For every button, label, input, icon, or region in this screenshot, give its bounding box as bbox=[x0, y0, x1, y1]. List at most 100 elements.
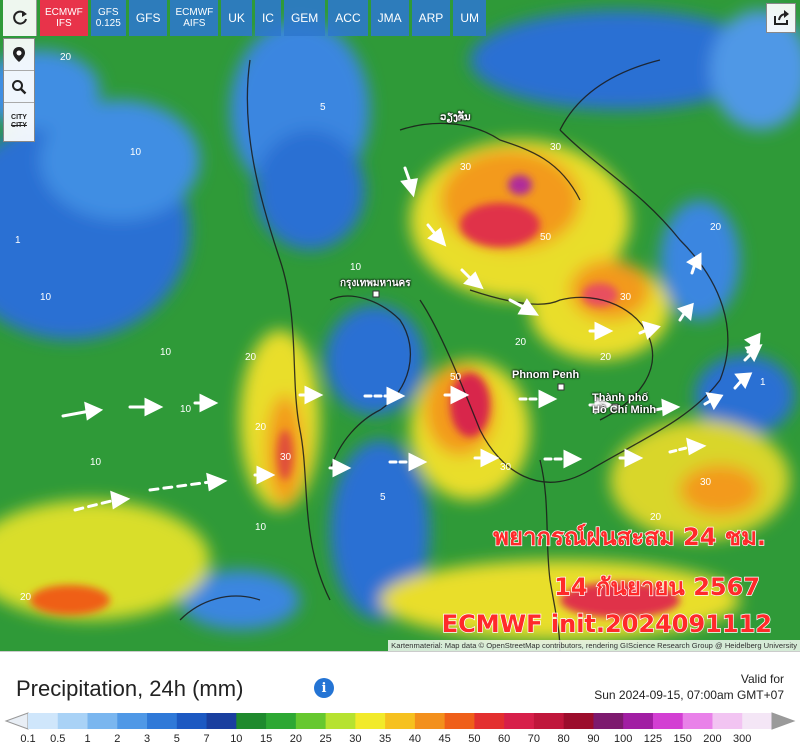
svg-text:30: 30 bbox=[550, 142, 562, 153]
scale-swatch bbox=[414, 713, 446, 729]
scale-swatch bbox=[712, 713, 743, 729]
model-selector-bar: ECMWF IFS GFS 0.125 GFS ECMWF AIFS UK IC… bbox=[0, 0, 486, 36]
scale-swatch bbox=[355, 713, 386, 729]
svg-text:10: 10 bbox=[40, 292, 52, 303]
scale-label: 10 bbox=[230, 733, 243, 745]
scale-label: 0.1 bbox=[20, 733, 36, 745]
svg-text:30: 30 bbox=[280, 452, 292, 463]
svg-text:20: 20 bbox=[60, 52, 72, 63]
model-sublabel: 0.125 bbox=[95, 18, 121, 29]
city-label-strike: CITY bbox=[11, 122, 27, 129]
scale-swatch bbox=[593, 713, 624, 729]
scale-label: 100 bbox=[614, 733, 633, 745]
svg-text:20: 20 bbox=[245, 352, 257, 363]
svg-text:20: 20 bbox=[650, 512, 662, 523]
model-button-acc[interactable]: ACC bbox=[328, 0, 368, 36]
model-button-arp[interactable]: ARP bbox=[411, 0, 451, 36]
scale-swatch bbox=[28, 713, 59, 729]
svg-text:10: 10 bbox=[350, 262, 362, 273]
color-scale-labels: 0.1 0.5 1 2 3 5 7 10 15 20 25 30 35 40 45 50 60 70 80 90 100… bbox=[0, 733, 800, 749]
svg-text:10: 10 bbox=[180, 404, 192, 415]
scale-end-high bbox=[771, 712, 796, 730]
svg-text:10: 10 bbox=[90, 457, 102, 468]
model-label: ECMWF bbox=[175, 7, 214, 18]
scale-label: 0.5 bbox=[50, 733, 66, 745]
svg-text:10: 10 bbox=[255, 522, 267, 533]
scale-swatch bbox=[474, 713, 505, 729]
scale-label: 90 bbox=[587, 733, 600, 745]
refresh-button[interactable] bbox=[3, 0, 37, 36]
place-label-phnom-penh: Phnom Penh bbox=[512, 369, 580, 381]
scale-swatch bbox=[563, 713, 594, 729]
model-button-jma[interactable]: JMA bbox=[370, 0, 409, 36]
scale-label: 60 bbox=[498, 733, 511, 745]
city-label: CITY bbox=[11, 114, 27, 121]
scale-swatch bbox=[444, 713, 475, 729]
city-labels-toggle[interactable]: CITY CITY bbox=[4, 103, 34, 141]
scale-label: 1 bbox=[84, 733, 91, 745]
scale-end-low bbox=[4, 712, 29, 730]
model-button-uk[interactable]: UK bbox=[221, 0, 252, 36]
info-icon[interactable]: i bbox=[314, 678, 334, 698]
svg-text:1: 1 bbox=[760, 377, 766, 388]
svg-text:5: 5 bbox=[320, 102, 326, 113]
model-sublabel: AIFS bbox=[183, 18, 206, 29]
scale-swatch bbox=[266, 713, 297, 729]
model-button-gem[interactable]: GEM bbox=[283, 0, 326, 36]
scale-swatch bbox=[295, 713, 327, 729]
scale-swatch bbox=[206, 713, 237, 729]
scale-label: 80 bbox=[557, 733, 570, 745]
scale-label: 5 bbox=[173, 733, 180, 745]
forecast-overlay-date: 14 กันยายน 2567 bbox=[553, 572, 760, 601]
scale-label: 150 bbox=[673, 733, 692, 745]
scale-label: 7 bbox=[203, 733, 210, 745]
svg-text:20: 20 bbox=[20, 592, 32, 603]
color-scale-bar bbox=[4, 712, 796, 730]
model-label: ECMWF bbox=[45, 7, 83, 18]
model-button-gfs-0125[interactable]: GFS 0.125 bbox=[90, 0, 126, 36]
zoom-button[interactable] bbox=[4, 71, 34, 103]
map-attribution: Kartenmaterial: Map data © OpenStreetMap… bbox=[388, 640, 800, 651]
model-label: GFS bbox=[98, 7, 119, 18]
place-label-vientiane: ວຽງຈັນ bbox=[440, 112, 471, 123]
zoom-icon bbox=[12, 79, 27, 94]
precipitation-legend: Precipitation, 24h (mm) i Valid for Sun … bbox=[0, 651, 800, 751]
svg-text:20: 20 bbox=[515, 337, 527, 348]
place-label-hcmc: Thành phố bbox=[592, 392, 649, 404]
scale-swatch bbox=[176, 713, 208, 729]
svg-text:1: 1 bbox=[15, 235, 21, 246]
valid-for-label: Valid for bbox=[740, 672, 784, 686]
scale-swatch bbox=[504, 713, 535, 729]
scale-label: 25 bbox=[319, 733, 332, 745]
scale-label: 3 bbox=[143, 733, 151, 745]
model-sublabel: IFS bbox=[56, 18, 72, 29]
svg-text:20: 20 bbox=[255, 422, 267, 433]
model-button-um[interactable]: UM bbox=[453, 0, 486, 36]
scale-swatch bbox=[652, 713, 684, 729]
model-button-ecmwf-ifs[interactable]: ECMWF IFS bbox=[40, 0, 88, 36]
svg-text:10: 10 bbox=[130, 147, 142, 158]
share-button[interactable] bbox=[766, 3, 796, 33]
scale-swatch bbox=[325, 713, 356, 729]
svg-text:50: 50 bbox=[450, 372, 462, 383]
model-button-gfs[interactable]: GFS bbox=[128, 0, 168, 36]
scale-swatch bbox=[147, 713, 178, 729]
scale-swatch bbox=[533, 713, 565, 729]
scale-swatch bbox=[236, 713, 267, 729]
scale-swatch bbox=[742, 713, 773, 729]
scale-swatch bbox=[385, 713, 416, 729]
svg-text:10: 10 bbox=[160, 347, 172, 358]
scale-label: 200 bbox=[703, 733, 722, 745]
scale-swatch bbox=[57, 713, 89, 729]
location-pin-icon bbox=[13, 46, 25, 62]
scale-label: 125 bbox=[643, 733, 663, 745]
scale-swatch bbox=[117, 713, 148, 729]
precipitation-map[interactable]: 20 1 10 10 10 20 10 10 20 30 10 20 30 50 30 50 30 30… bbox=[0, 0, 800, 651]
model-button-ic[interactable]: IC bbox=[254, 0, 281, 36]
scale-label: 15 bbox=[259, 733, 273, 745]
place-label-bangkok: กรุงเทพมหานคร bbox=[340, 278, 411, 289]
model-button-ecmwf-aifs[interactable]: ECMWF AIFS bbox=[170, 0, 219, 36]
scale-label: 2 bbox=[114, 733, 121, 745]
scale-swatch bbox=[623, 713, 654, 729]
location-button[interactable] bbox=[4, 39, 34, 71]
